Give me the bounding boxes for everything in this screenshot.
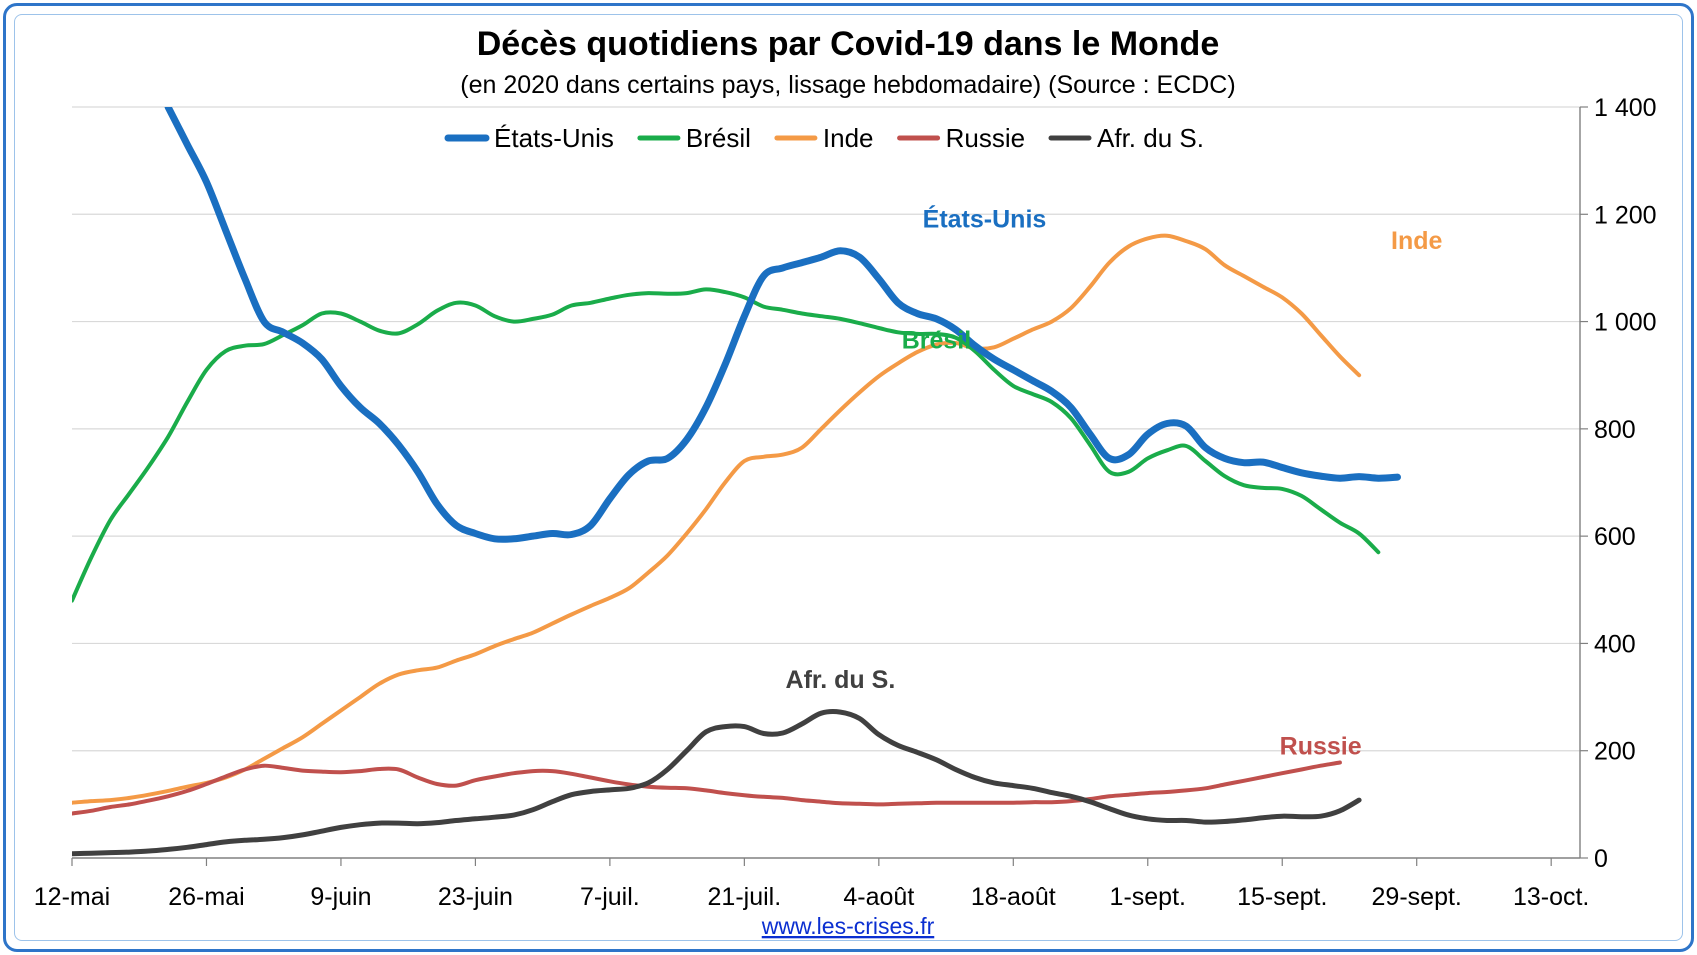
legend-label: Russie <box>946 123 1025 153</box>
y-tick-label: 800 <box>1594 416 1636 444</box>
series-line--tats-unis <box>164 107 1401 543</box>
x-tick-label: 12-mai <box>34 883 110 911</box>
chart-subtitle: (en 2020 dans certains pays, lissage heb… <box>460 71 1235 99</box>
y-tick-label: 600 <box>1594 523 1636 551</box>
chart-frame <box>3 3 1694 952</box>
x-tick-label: 7-juil. <box>580 883 640 911</box>
series-annotation: Russie <box>1280 732 1362 760</box>
series-lines <box>72 107 1401 857</box>
chart-title: Décès quotidiens par Covid-19 dans le Mo… <box>477 25 1220 63</box>
x-tick-label: 13-oct. <box>1513 883 1589 911</box>
x-tick-label: 9-juin <box>310 883 371 911</box>
x-tick-label: 21-juil. <box>708 883 782 911</box>
y-tick-label: 1 200 <box>1594 201 1657 229</box>
legend-item: Afr. du S. <box>1048 123 1204 153</box>
x-tick-label: 18-août <box>971 883 1056 911</box>
source-link[interactable]: www.les-crises.fr <box>761 913 935 939</box>
legend-item: Inde <box>774 123 874 153</box>
series-line-inde <box>72 233 1362 805</box>
x-tick-label: 26-mai <box>168 883 244 911</box>
y-tick-label: 0 <box>1594 845 1608 873</box>
series-annotation: Inde <box>1391 227 1442 255</box>
x-tick-label: 29-sept. <box>1372 883 1462 911</box>
series-annotation: Brésil <box>902 326 971 354</box>
grid <box>72 106 1580 752</box>
x-tick-label: 4-août <box>843 883 914 911</box>
y-tick-label: 1 000 <box>1594 309 1657 337</box>
y-tick-label: 1 400 <box>1594 94 1657 122</box>
legend-label: Inde <box>823 123 874 153</box>
legend-label: Brésil <box>686 123 751 153</box>
series-annotation: États-Unis <box>923 205 1047 234</box>
legend-item: États-Unis <box>444 123 614 153</box>
x-tick-label: 1-sept. <box>1110 883 1186 911</box>
axes: 0 200 400 600 800 1 000 1 200 1 400 12-mai 26-mai… <box>34 94 1657 911</box>
chart-frame-inner <box>14 14 1683 941</box>
series-line-russie <box>72 760 1342 816</box>
legend-item: Brésil <box>637 123 751 153</box>
legend-item: Russie <box>897 123 1025 153</box>
series-annotations: États-Unis Brésil Inde Russie Afr. du S. <box>786 205 1443 761</box>
y-tick-label: 200 <box>1594 738 1636 766</box>
series-line-br-sil <box>72 287 1381 603</box>
series-annotation: Afr. du S. <box>786 666 896 694</box>
legend-label: États-Unis <box>494 123 614 153</box>
y-tick-label: 400 <box>1594 630 1636 658</box>
series-line-afr-du-s- <box>72 709 1362 857</box>
x-tick-label: 23-juin <box>438 883 513 911</box>
legend: États-Unis Brésil Inde Russie Afr. du S. <box>444 123 1204 153</box>
x-tick-label: 15-sept. <box>1237 883 1327 911</box>
legend-label: Afr. du S. <box>1097 123 1204 153</box>
